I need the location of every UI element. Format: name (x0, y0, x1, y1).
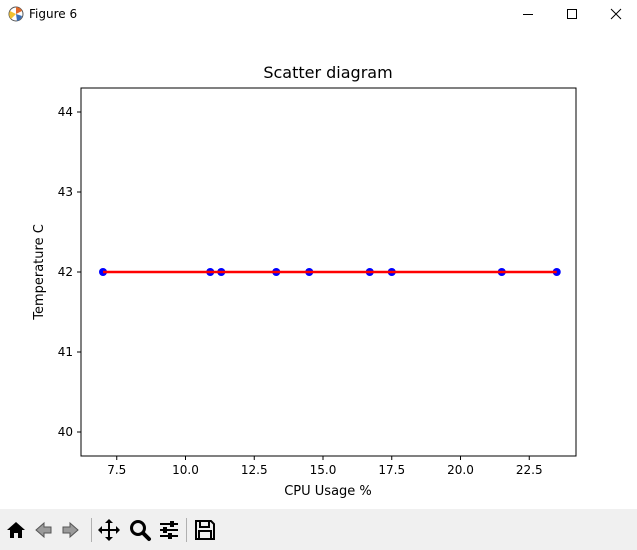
close-icon (610, 8, 622, 20)
back-button[interactable] (30, 517, 56, 543)
forward-icon (62, 521, 79, 539)
data-marks (99, 268, 561, 276)
navigation-toolbar (0, 509, 637, 550)
home-icon (7, 522, 25, 538)
save-icon (195, 520, 215, 540)
pan-icon (98, 519, 120, 541)
y-axis-ticks: 40 41 42 43 44 (58, 105, 81, 439)
x-tick-label: 22.5 (516, 463, 543, 477)
configure-subplots-button[interactable] (156, 517, 182, 543)
pan-button[interactable] (96, 517, 122, 543)
x-axis-label: CPU Usage % (284, 484, 372, 499)
x-tick-label: 17.5 (378, 463, 405, 477)
y-tick-label: 41 (58, 345, 73, 359)
maximize-button[interactable] (549, 0, 595, 28)
save-button[interactable] (192, 517, 218, 543)
toolbar-separator (186, 518, 187, 542)
window-titlebar: Figure 6 (0, 0, 637, 28)
y-axis-label: Temperature C (32, 224, 47, 321)
x-axis-ticks: 7.5 10.0 12.5 15.0 17.5 20.0 22.5 (107, 456, 543, 477)
chart-title: Scatter diagram (263, 63, 392, 82)
x-tick-label: 20.0 (447, 463, 474, 477)
minimize-icon (523, 14, 533, 15)
x-tick-label: 7.5 (107, 463, 126, 477)
configure-subplots-icon (160, 521, 178, 539)
zoom-icon (130, 520, 151, 541)
x-tick-label: 10.0 (172, 463, 199, 477)
window-title: Figure 6 (29, 7, 78, 21)
y-tick-label: 44 (58, 105, 73, 119)
x-tick-label: 15.0 (310, 463, 337, 477)
forward-button[interactable] (58, 517, 84, 543)
matplotlib-app-icon (8, 6, 24, 22)
back-icon (35, 521, 52, 539)
y-tick-label: 40 (58, 425, 73, 439)
y-tick-label: 43 (58, 185, 73, 199)
zoom-button[interactable] (127, 517, 153, 543)
close-button[interactable] (593, 0, 637, 28)
scatter-chart: Scatter diagram 7.5 10.0 12.5 15.0 17.5 20.0 2… (32, 63, 577, 499)
maximize-icon (567, 9, 577, 19)
home-button[interactable] (3, 517, 29, 543)
minimize-button[interactable] (505, 0, 551, 28)
y-tick-label: 42 (58, 265, 73, 279)
x-tick-label: 12.5 (241, 463, 268, 477)
toolbar-separator (91, 518, 92, 542)
